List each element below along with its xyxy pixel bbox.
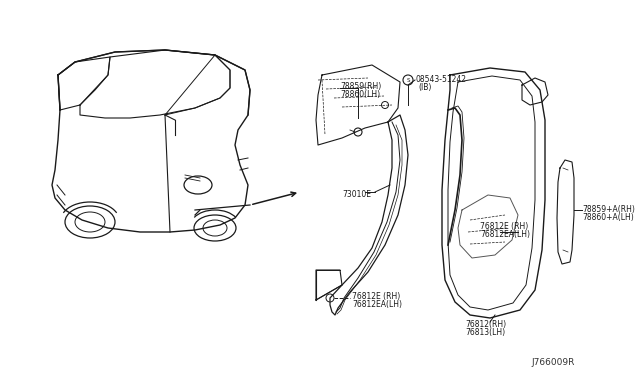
Text: 76812EA(LH): 76812EA(LH) [480, 230, 530, 239]
Text: (IB): (IB) [418, 83, 431, 92]
Text: S: S [406, 77, 410, 83]
Text: 73010E: 73010E [342, 190, 371, 199]
Text: 78860+A(LH): 78860+A(LH) [582, 213, 634, 222]
Text: 76812(RH): 76812(RH) [465, 320, 506, 329]
Text: 76812EA(LH): 76812EA(LH) [352, 300, 402, 309]
Text: J766009R: J766009R [532, 358, 575, 367]
Text: 76813(LH): 76813(LH) [465, 328, 505, 337]
Text: 78859(RH): 78859(RH) [340, 82, 381, 91]
Text: 76812E (RH): 76812E (RH) [480, 222, 528, 231]
Text: 78860(LH): 78860(LH) [340, 90, 380, 99]
Text: 78859+A(RH): 78859+A(RH) [582, 205, 635, 214]
Text: 76812E (RH): 76812E (RH) [352, 292, 400, 301]
Text: 08543-51242: 08543-51242 [416, 75, 467, 84]
